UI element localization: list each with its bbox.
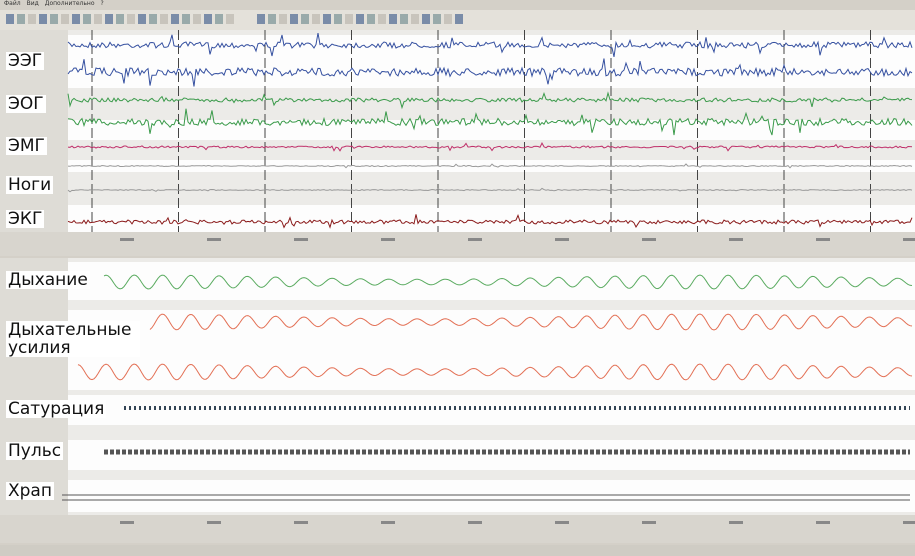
toolbar-button [345, 14, 353, 24]
waveform [67, 58, 913, 87]
menu-item[interactable]: ? [100, 0, 104, 7]
toolbar-button [105, 14, 113, 24]
toolbar-button [215, 14, 223, 24]
toolbar-button [400, 14, 408, 24]
waveform [77, 363, 913, 381]
time-tick [642, 521, 656, 524]
stripe [68, 480, 915, 512]
toolbar-button [50, 14, 58, 24]
channel-label: ЭЭГ [6, 51, 45, 71]
time-tick [555, 521, 569, 524]
waveform [67, 33, 913, 58]
channel-label: Ноги [6, 175, 54, 195]
channel-label: Дыхательные усилия [6, 321, 140, 357]
toolbar-button [433, 14, 441, 24]
toolbar-button [268, 14, 276, 24]
channel-label: Храп [6, 481, 54, 501]
toolbar-button [182, 14, 190, 24]
toolbar-button [279, 14, 287, 24]
toolbar-button [334, 14, 342, 24]
toolbar-button [411, 14, 419, 24]
time-tick [468, 238, 482, 241]
stripe [68, 310, 915, 390]
time-tick [294, 521, 308, 524]
channel-label: Дыхание [6, 270, 90, 290]
time-tick [555, 238, 569, 241]
toolbar-button [257, 14, 265, 24]
time-tick [294, 238, 308, 241]
waveform [67, 187, 913, 193]
time-tick [381, 238, 395, 241]
stripe [68, 35, 915, 88]
toolbar-button [356, 14, 364, 24]
channel-label: ЭМГ [6, 136, 47, 156]
time-ruler [0, 515, 915, 543]
waveform [149, 313, 913, 331]
toolbar-button [444, 14, 452, 24]
channel-label: Пульс [6, 441, 64, 461]
toolbar-button [160, 14, 168, 24]
scale-column [0, 258, 68, 515]
waveform [67, 142, 913, 152]
time-tick [729, 521, 743, 524]
waveform [67, 91, 913, 110]
toolbar-button [39, 14, 47, 24]
channel-label: ЭОГ [6, 94, 46, 114]
time-tick [816, 521, 830, 524]
toolbar-button [28, 14, 36, 24]
toolbar-button [367, 14, 375, 24]
toolbar-button [17, 14, 25, 24]
toolbar-button [312, 14, 320, 24]
toolbar-button [171, 14, 179, 24]
menu-bar: Файл Вид Дополнительно ? [4, 0, 104, 7]
time-tick [120, 238, 134, 241]
channel-label: Сатурация [6, 399, 107, 419]
time-tick [729, 238, 743, 241]
time-tick [816, 238, 830, 241]
menu-item[interactable]: Вид [26, 0, 39, 7]
toolbar-button [72, 14, 80, 24]
toolbar-button [193, 14, 201, 24]
toolbar-button [116, 14, 124, 24]
waveform [103, 274, 913, 290]
toolbar-button [138, 14, 146, 24]
time-tick [468, 521, 482, 524]
toolbar-button [61, 14, 69, 24]
toolbar-button [6, 14, 14, 24]
waveform [67, 163, 913, 169]
toolbar-button [378, 14, 386, 24]
time-tick [903, 521, 915, 524]
toolbar-button [127, 14, 135, 24]
status-bar [0, 545, 915, 556]
toolbar-button [422, 14, 430, 24]
toolbar-button [94, 14, 102, 24]
waveform [67, 108, 913, 136]
time-tick [903, 238, 915, 241]
toolbar-button [301, 14, 309, 24]
toolbar-button [204, 14, 212, 24]
toolbar-button [83, 14, 91, 24]
toolbar-button [226, 14, 234, 24]
toolbar-button [323, 14, 331, 24]
time-tick [207, 521, 221, 524]
time-tick [642, 238, 656, 241]
time-tick [120, 521, 134, 524]
menu-item[interactable]: Файл [4, 0, 21, 7]
toolbar-button [389, 14, 397, 24]
toolbar-button [149, 14, 157, 24]
waveform [67, 213, 913, 229]
menu-item[interactable]: Дополнительно [44, 0, 95, 7]
channel-label: ЭКГ [6, 209, 45, 229]
time-tick [207, 238, 221, 241]
stripe [68, 205, 915, 232]
stripe [68, 262, 915, 300]
toolbar-button [455, 14, 463, 24]
stripe [68, 440, 915, 470]
toolbar-button [290, 14, 298, 24]
time-ruler [0, 232, 915, 256]
stripe [68, 160, 915, 172]
time-tick [381, 521, 395, 524]
